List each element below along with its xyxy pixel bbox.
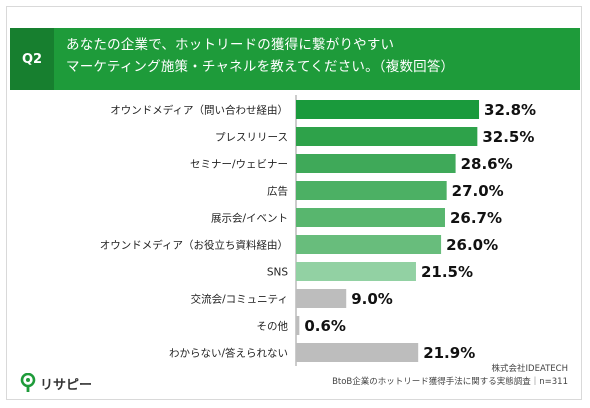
- bar: [296, 208, 445, 227]
- question-header: [10, 28, 580, 90]
- value-label: 27.0%: [452, 182, 504, 200]
- value-label: 26.0%: [446, 236, 498, 254]
- bar: [296, 154, 456, 173]
- category-label: わからない/答えられない: [169, 347, 288, 360]
- category-label: セミナー/ウェビナー: [190, 159, 288, 171]
- bar: [296, 289, 347, 308]
- bar: [296, 100, 480, 119]
- value-label: 32.8%: [484, 101, 536, 119]
- bar: [296, 235, 442, 254]
- category-label: オウンドメディア（お役立ち資料経由）: [100, 239, 288, 252]
- question-title-line-1: あなたの企業で、ホットリードの獲得に繋がりやすい: [66, 37, 395, 53]
- question-title-line-2: マーケティング施策・チャネルを教えてください。（複数回答）: [66, 59, 455, 75]
- value-label: 26.7%: [450, 209, 502, 227]
- category-label: その他: [257, 320, 289, 333]
- bar: [296, 343, 419, 362]
- question-badge: Q2: [10, 28, 54, 90]
- bar: [296, 127, 478, 146]
- source-survey: BtoB企業のホットリード獲得手法に関する実態調査｜n=311: [332, 377, 568, 387]
- value-label: 0.6%: [304, 317, 346, 335]
- category-label: 交流会/コミュニティ: [191, 293, 288, 306]
- question-title: あなたの企業で、ホットリードの獲得に繋がりやすい マーケティング施策・チャネルを…: [66, 34, 571, 78]
- value-label: 21.5%: [421, 263, 473, 281]
- bar: [296, 262, 416, 281]
- category-label: 広告: [267, 185, 288, 198]
- category-label: オウンドメディア（問い合わせ経由）: [110, 104, 288, 117]
- value-label: 28.6%: [461, 155, 513, 173]
- value-label: 32.5%: [482, 128, 534, 146]
- value-label: 21.9%: [423, 344, 475, 362]
- category-label: 展示会/イベント: [211, 212, 288, 225]
- value-label: 9.0%: [351, 290, 393, 308]
- source-company: 株式会社IDEATECH: [491, 364, 568, 374]
- source-footer: 株式会社IDEATECH BtoB企業のホットリード獲得手法に関する実態調査｜n…: [332, 363, 568, 389]
- bar: [296, 181, 447, 200]
- bar: [296, 316, 300, 335]
- category-label: プレスリリース: [215, 132, 288, 144]
- brand-logo-text: リサピー: [40, 377, 93, 393]
- category-label: SNS: [267, 267, 289, 279]
- pin-logo-icon: [20, 373, 36, 392]
- brand-logo: リサピー: [20, 373, 92, 393]
